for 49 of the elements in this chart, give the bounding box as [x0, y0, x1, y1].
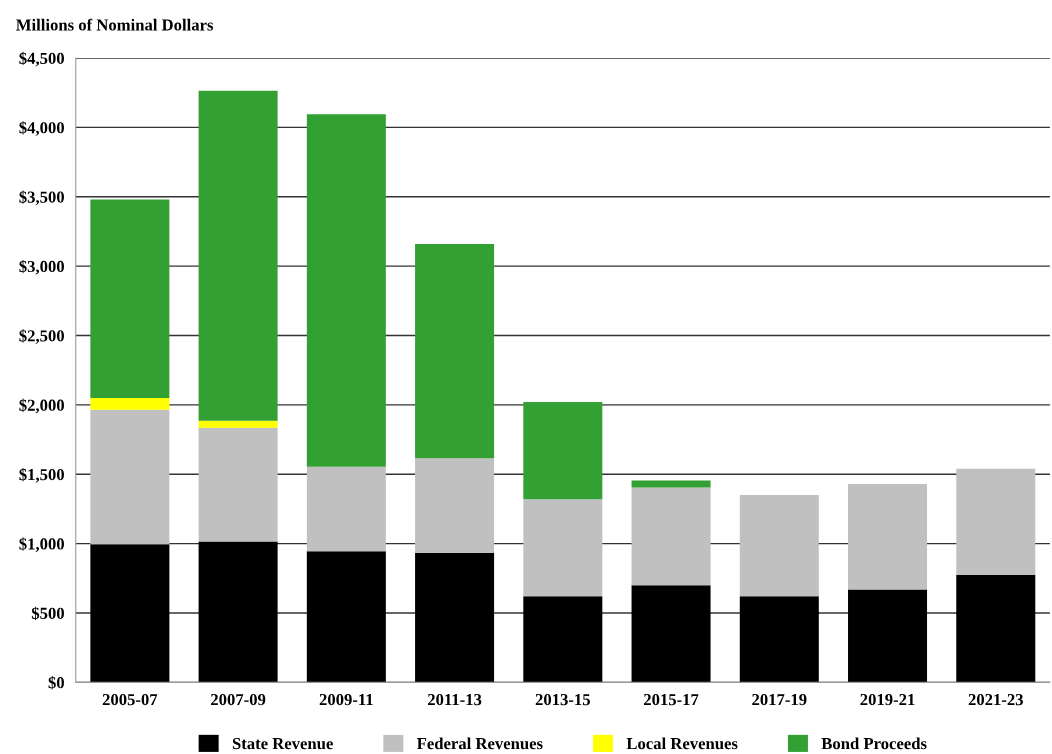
- bar: [90, 199, 170, 398]
- legend-label: Local Revenues: [626, 737, 738, 750]
- bar: [956, 468, 1036, 575]
- bar: [306, 114, 386, 467]
- x-tick-label: 2017-19: [752, 693, 807, 706]
- bar: [848, 589, 928, 683]
- x-tick-label: 2009-11: [319, 693, 373, 706]
- legend-label: Federal Revenues: [416, 737, 543, 750]
- bar: [415, 243, 495, 459]
- x-tick-label: 2013-15: [535, 693, 590, 706]
- x-tick-label: 2021-23: [968, 693, 1023, 706]
- bar: [198, 427, 278, 542]
- legend-label: Bond Proceeds: [821, 737, 927, 750]
- y-tick-label: $1,000: [19, 537, 64, 552]
- bar: [739, 495, 819, 597]
- y-tick-label: $4,500: [19, 51, 64, 67]
- x-tick-label: 2015-17: [643, 693, 699, 706]
- bar: [523, 596, 603, 683]
- x-tick-label: 2007-09: [211, 693, 266, 706]
- bar: [415, 552, 495, 683]
- bar: [956, 574, 1036, 683]
- y-tick-label: $500: [31, 606, 64, 621]
- bar: [306, 551, 386, 683]
- y-tick-label: $3,500: [19, 190, 64, 206]
- x-tick-label: 2011-13: [427, 693, 482, 706]
- bar: [523, 402, 603, 500]
- y-tick-label: $0: [48, 676, 64, 690]
- y-tick-label: $4,000: [19, 121, 64, 136]
- y-tick-label: $2,000: [19, 398, 64, 414]
- bar: [90, 544, 170, 683]
- bar: [631, 487, 711, 586]
- chart-subtitle: Millions of Nominal Dollars: [16, 18, 214, 31]
- legend-label: State Revenue: [232, 737, 333, 750]
- bar: [306, 466, 386, 552]
- y-tick-label: $1,500: [19, 467, 64, 483]
- bar: [631, 585, 711, 683]
- y-tick-label: $2,500: [19, 329, 64, 344]
- bar: [848, 483, 928, 590]
- bar: [198, 90, 278, 421]
- x-tick-label: 2019-21: [860, 693, 915, 706]
- x-tick-label: 2005-07: [102, 693, 158, 706]
- bar: [415, 458, 495, 553]
- bar: [198, 541, 278, 683]
- bar: [90, 397, 170, 410]
- bar: [739, 596, 819, 683]
- bar: [198, 420, 278, 428]
- bar: [523, 499, 603, 597]
- bar: [90, 409, 170, 545]
- y-tick-label: $3,000: [19, 259, 64, 275]
